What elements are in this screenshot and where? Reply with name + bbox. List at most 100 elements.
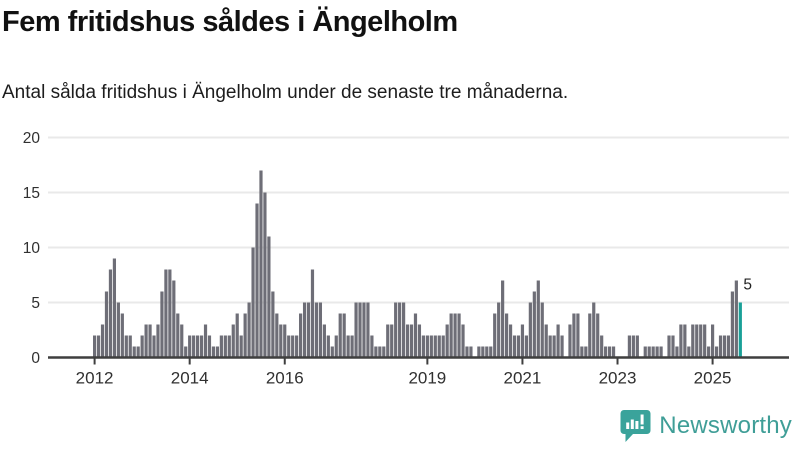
bar (223, 335, 227, 358)
bar (425, 335, 429, 358)
bar (203, 324, 208, 358)
newsworthy-logo[interactable]: Newsworthy (620, 406, 792, 446)
bar (370, 335, 374, 358)
x-axis-tick-label: 2016 (266, 369, 304, 388)
bar (457, 313, 461, 358)
bar (532, 291, 536, 358)
bar (239, 335, 243, 358)
bar (608, 346, 612, 358)
x-axis-tick-label: 2023 (599, 369, 637, 388)
bar (461, 324, 465, 358)
bar (516, 335, 521, 358)
bar (691, 324, 695, 358)
bar (291, 335, 295, 358)
bar (334, 335, 338, 358)
bar (651, 346, 655, 358)
bar (667, 335, 671, 358)
bar (275, 313, 279, 358)
bar (100, 324, 105, 358)
bar (342, 313, 346, 358)
bar (703, 324, 707, 358)
highlight-value-label: 5 (743, 277, 752, 294)
bar (576, 313, 580, 358)
bar (247, 302, 251, 358)
bar (528, 302, 532, 358)
bar (93, 335, 97, 358)
y-axis-tick-label: 5 (31, 295, 40, 312)
bar (556, 324, 560, 358)
bar (679, 324, 683, 358)
bar (402, 302, 406, 358)
bar (346, 335, 350, 358)
bar (683, 324, 687, 358)
bar (437, 335, 441, 358)
bar (366, 302, 370, 358)
y-axis-tick-label: 10 (23, 240, 41, 257)
newsworthy-logo-text: Newsworthy (659, 412, 792, 439)
bar (441, 335, 445, 358)
bar (144, 324, 148, 358)
bar (219, 335, 223, 358)
bar (243, 313, 247, 358)
bar (548, 335, 552, 358)
bar (227, 335, 231, 358)
bar (493, 313, 497, 358)
bar (695, 324, 699, 358)
bar (184, 346, 188, 358)
bar (449, 313, 453, 358)
bar (627, 335, 631, 358)
bar (730, 291, 734, 358)
page-title: Fem fritidshus såldes i Ängelholm (2, 6, 458, 38)
bar (485, 346, 489, 358)
bar (112, 258, 117, 358)
bar (235, 313, 239, 358)
bar (326, 335, 330, 358)
bar (283, 324, 287, 358)
bar (350, 335, 354, 358)
bar (279, 324, 283, 358)
bar (560, 335, 564, 358)
bar (722, 335, 727, 358)
bar (358, 302, 362, 358)
bar (362, 302, 366, 358)
bar (211, 346, 216, 358)
bar (386, 324, 390, 358)
bar (481, 346, 485, 358)
bar (136, 346, 140, 358)
bar (215, 346, 220, 358)
bar (160, 291, 164, 358)
bar (687, 346, 691, 358)
bar (374, 346, 378, 358)
x-axis-tick-label: 2019 (408, 369, 446, 388)
bar-chart: 0 5 10 15 20 5 2012 2014 2016 2019 2021 2023 2025 (0, 118, 800, 408)
bar (465, 346, 469, 358)
newsworthy-icon (620, 410, 651, 442)
chart-subtitle: Antal sålda fritidshus i Ängelholm under… (2, 82, 569, 103)
bar (172, 280, 176, 358)
bar (469, 346, 473, 358)
bar (330, 346, 334, 358)
bar (734, 280, 738, 358)
bar (192, 335, 196, 358)
bar (544, 324, 548, 358)
bar (338, 313, 342, 358)
bar (726, 335, 731, 358)
bar (255, 203, 259, 358)
bar (647, 346, 651, 358)
bar (128, 335, 132, 358)
bar (267, 236, 271, 358)
bar (520, 324, 525, 358)
bar (421, 335, 425, 358)
y-axis-tick-label: 0 (31, 350, 40, 367)
bar (552, 335, 556, 358)
bar (378, 346, 382, 358)
highlighted-bar (738, 302, 742, 358)
bar (588, 313, 592, 358)
bar (207, 335, 212, 358)
bar (635, 335, 639, 358)
bar (707, 346, 711, 358)
bar (655, 346, 659, 358)
bar (322, 324, 326, 358)
bar (584, 346, 588, 358)
bar (505, 313, 509, 358)
